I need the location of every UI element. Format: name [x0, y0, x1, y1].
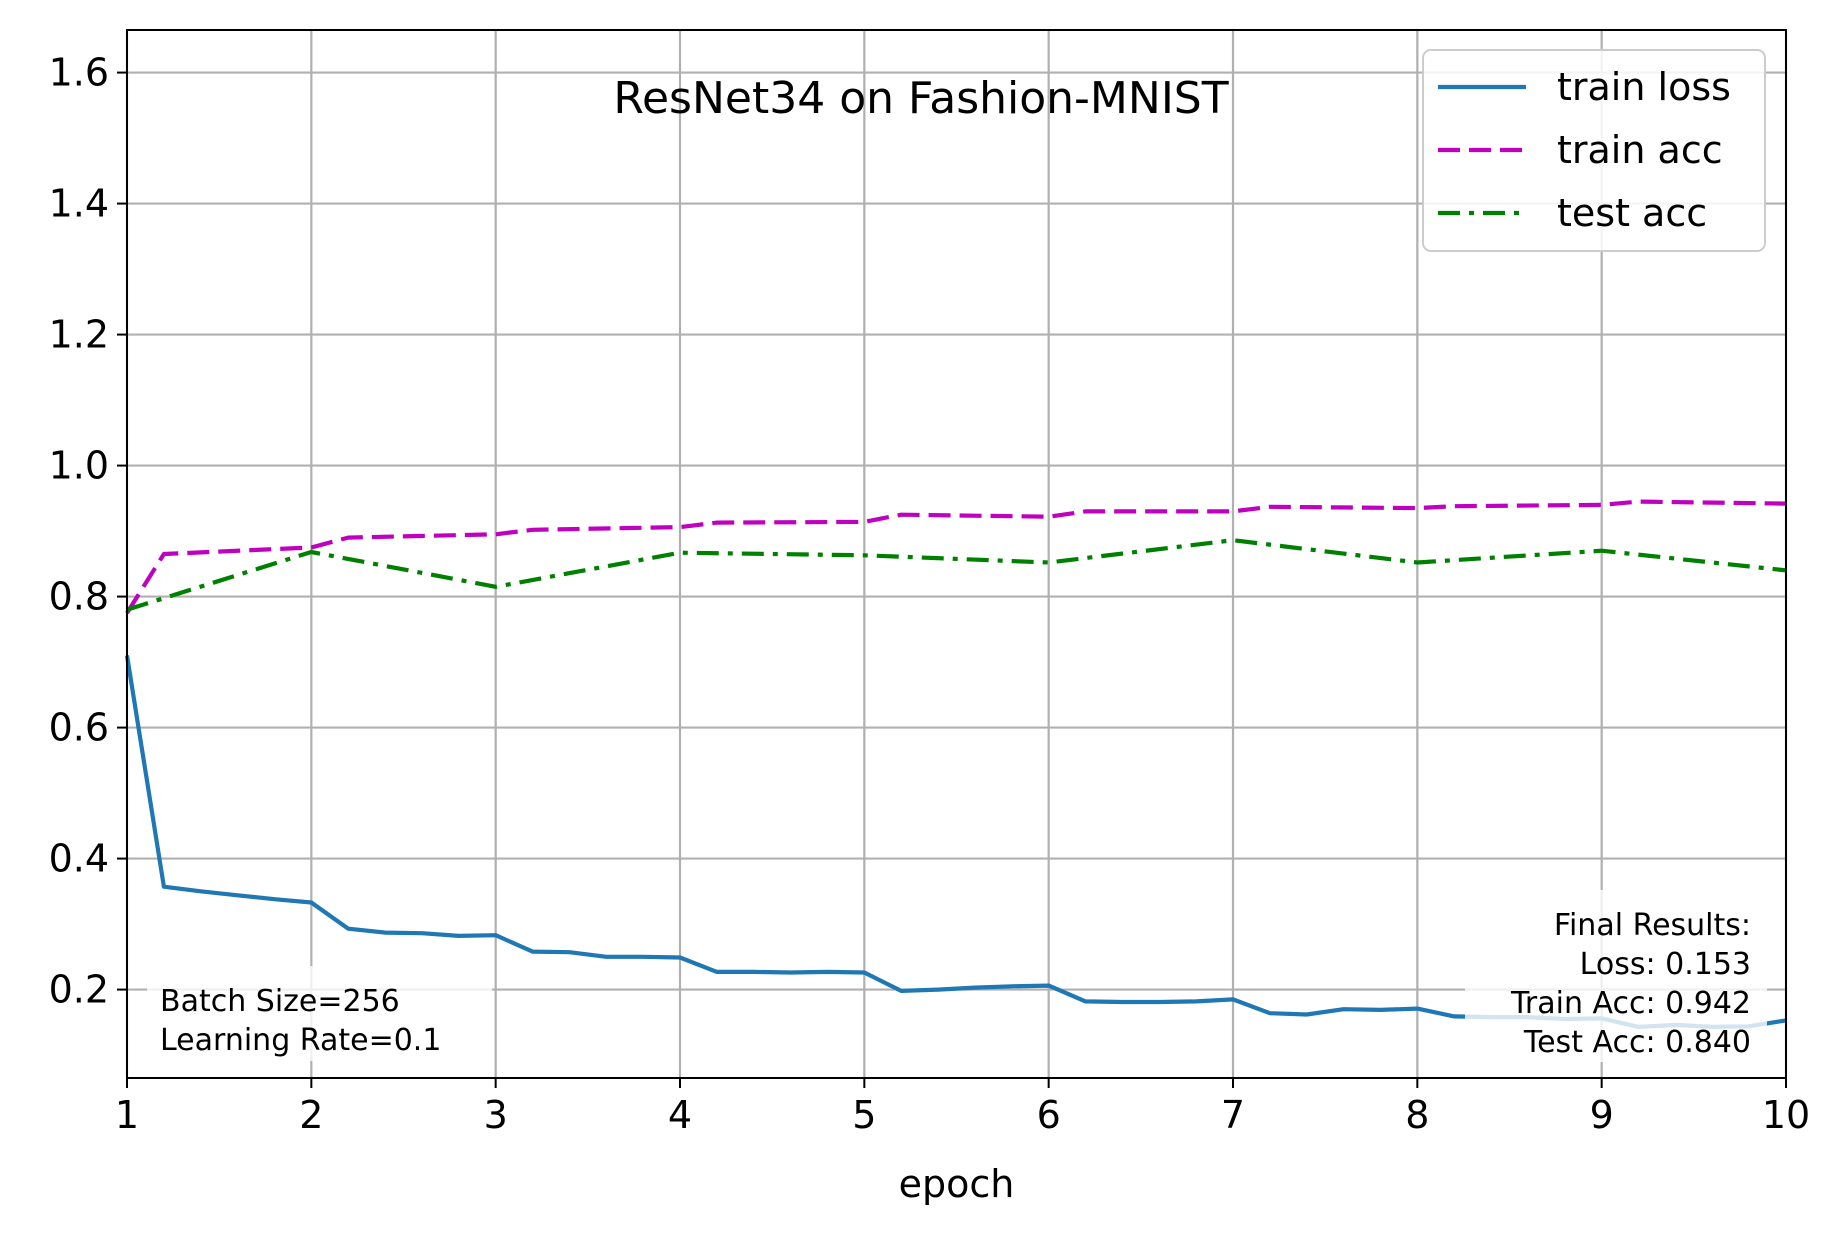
- legend-label: train acc: [1557, 128, 1723, 172]
- annotation-line: Final Results:: [1554, 908, 1751, 943]
- x-tick-label: 9: [1590, 1093, 1614, 1137]
- x-tick-label: 1: [115, 1093, 139, 1137]
- annotation-box: [1465, 890, 1767, 1062]
- legend: train loss train acc test acc: [1422, 49, 1766, 252]
- axis-ticks: 1 2 3 4 5 6 7 8 9 10 0.2 0.4 0.6 0.8 1.0 1.2 1.4 1.6: [49, 51, 1811, 1137]
- final-results-annotation: Final Results: Loss: 0.153 Train Acc: 0.94…: [1465, 890, 1767, 1062]
- annotation-line: Learning Rate=0.1: [160, 1023, 441, 1058]
- y-tick-label: 0.6: [49, 706, 109, 750]
- series-line-train-acc: [125, 499, 1787, 615]
- annotation-line: Test Acc: 0.840: [1523, 1025, 1751, 1060]
- x-axis-title: epoch: [899, 1162, 1015, 1206]
- x-tick-label: 5: [852, 1093, 876, 1137]
- x-tick-label: 7: [1221, 1093, 1245, 1137]
- annotation-line: Batch Size=256: [160, 984, 400, 1019]
- plot-frame: [126, 29, 1787, 1079]
- x-tick-label: 3: [484, 1093, 508, 1137]
- annotation-line: Train Acc: 0.942: [1510, 986, 1751, 1021]
- series-line-test-acc: [126, 538, 1787, 612]
- legend-box: [1422, 49, 1766, 252]
- x-tick-label: 6: [1037, 1093, 1061, 1137]
- x-tick-label: 10: [1762, 1093, 1810, 1137]
- y-tick-label: 0.4: [49, 837, 109, 881]
- hyperparameter-annotation: Batch Size=256 Learning Rate=0.1: [147, 966, 492, 1061]
- y-tick-label: 1.2: [49, 313, 109, 357]
- annotation-line: Loss: 0.153: [1580, 947, 1751, 982]
- legend-label: train loss: [1557, 65, 1731, 109]
- chart-title: ResNet34 on Fashion-MNIST: [613, 73, 1228, 124]
- annotation-box: [147, 966, 492, 1061]
- x-tick-label: 8: [1405, 1093, 1429, 1137]
- y-tick-label: 1.4: [49, 182, 109, 226]
- y-tick-label: 1.6: [49, 51, 109, 95]
- y-tick-label: 0.2: [49, 968, 109, 1012]
- x-tick-label: 4: [668, 1093, 692, 1137]
- y-tick-label: 0.8: [49, 575, 109, 619]
- legend-label: test acc: [1557, 191, 1707, 235]
- x-tick-label: 2: [299, 1093, 323, 1137]
- y-tick-label: 1.0: [49, 444, 109, 488]
